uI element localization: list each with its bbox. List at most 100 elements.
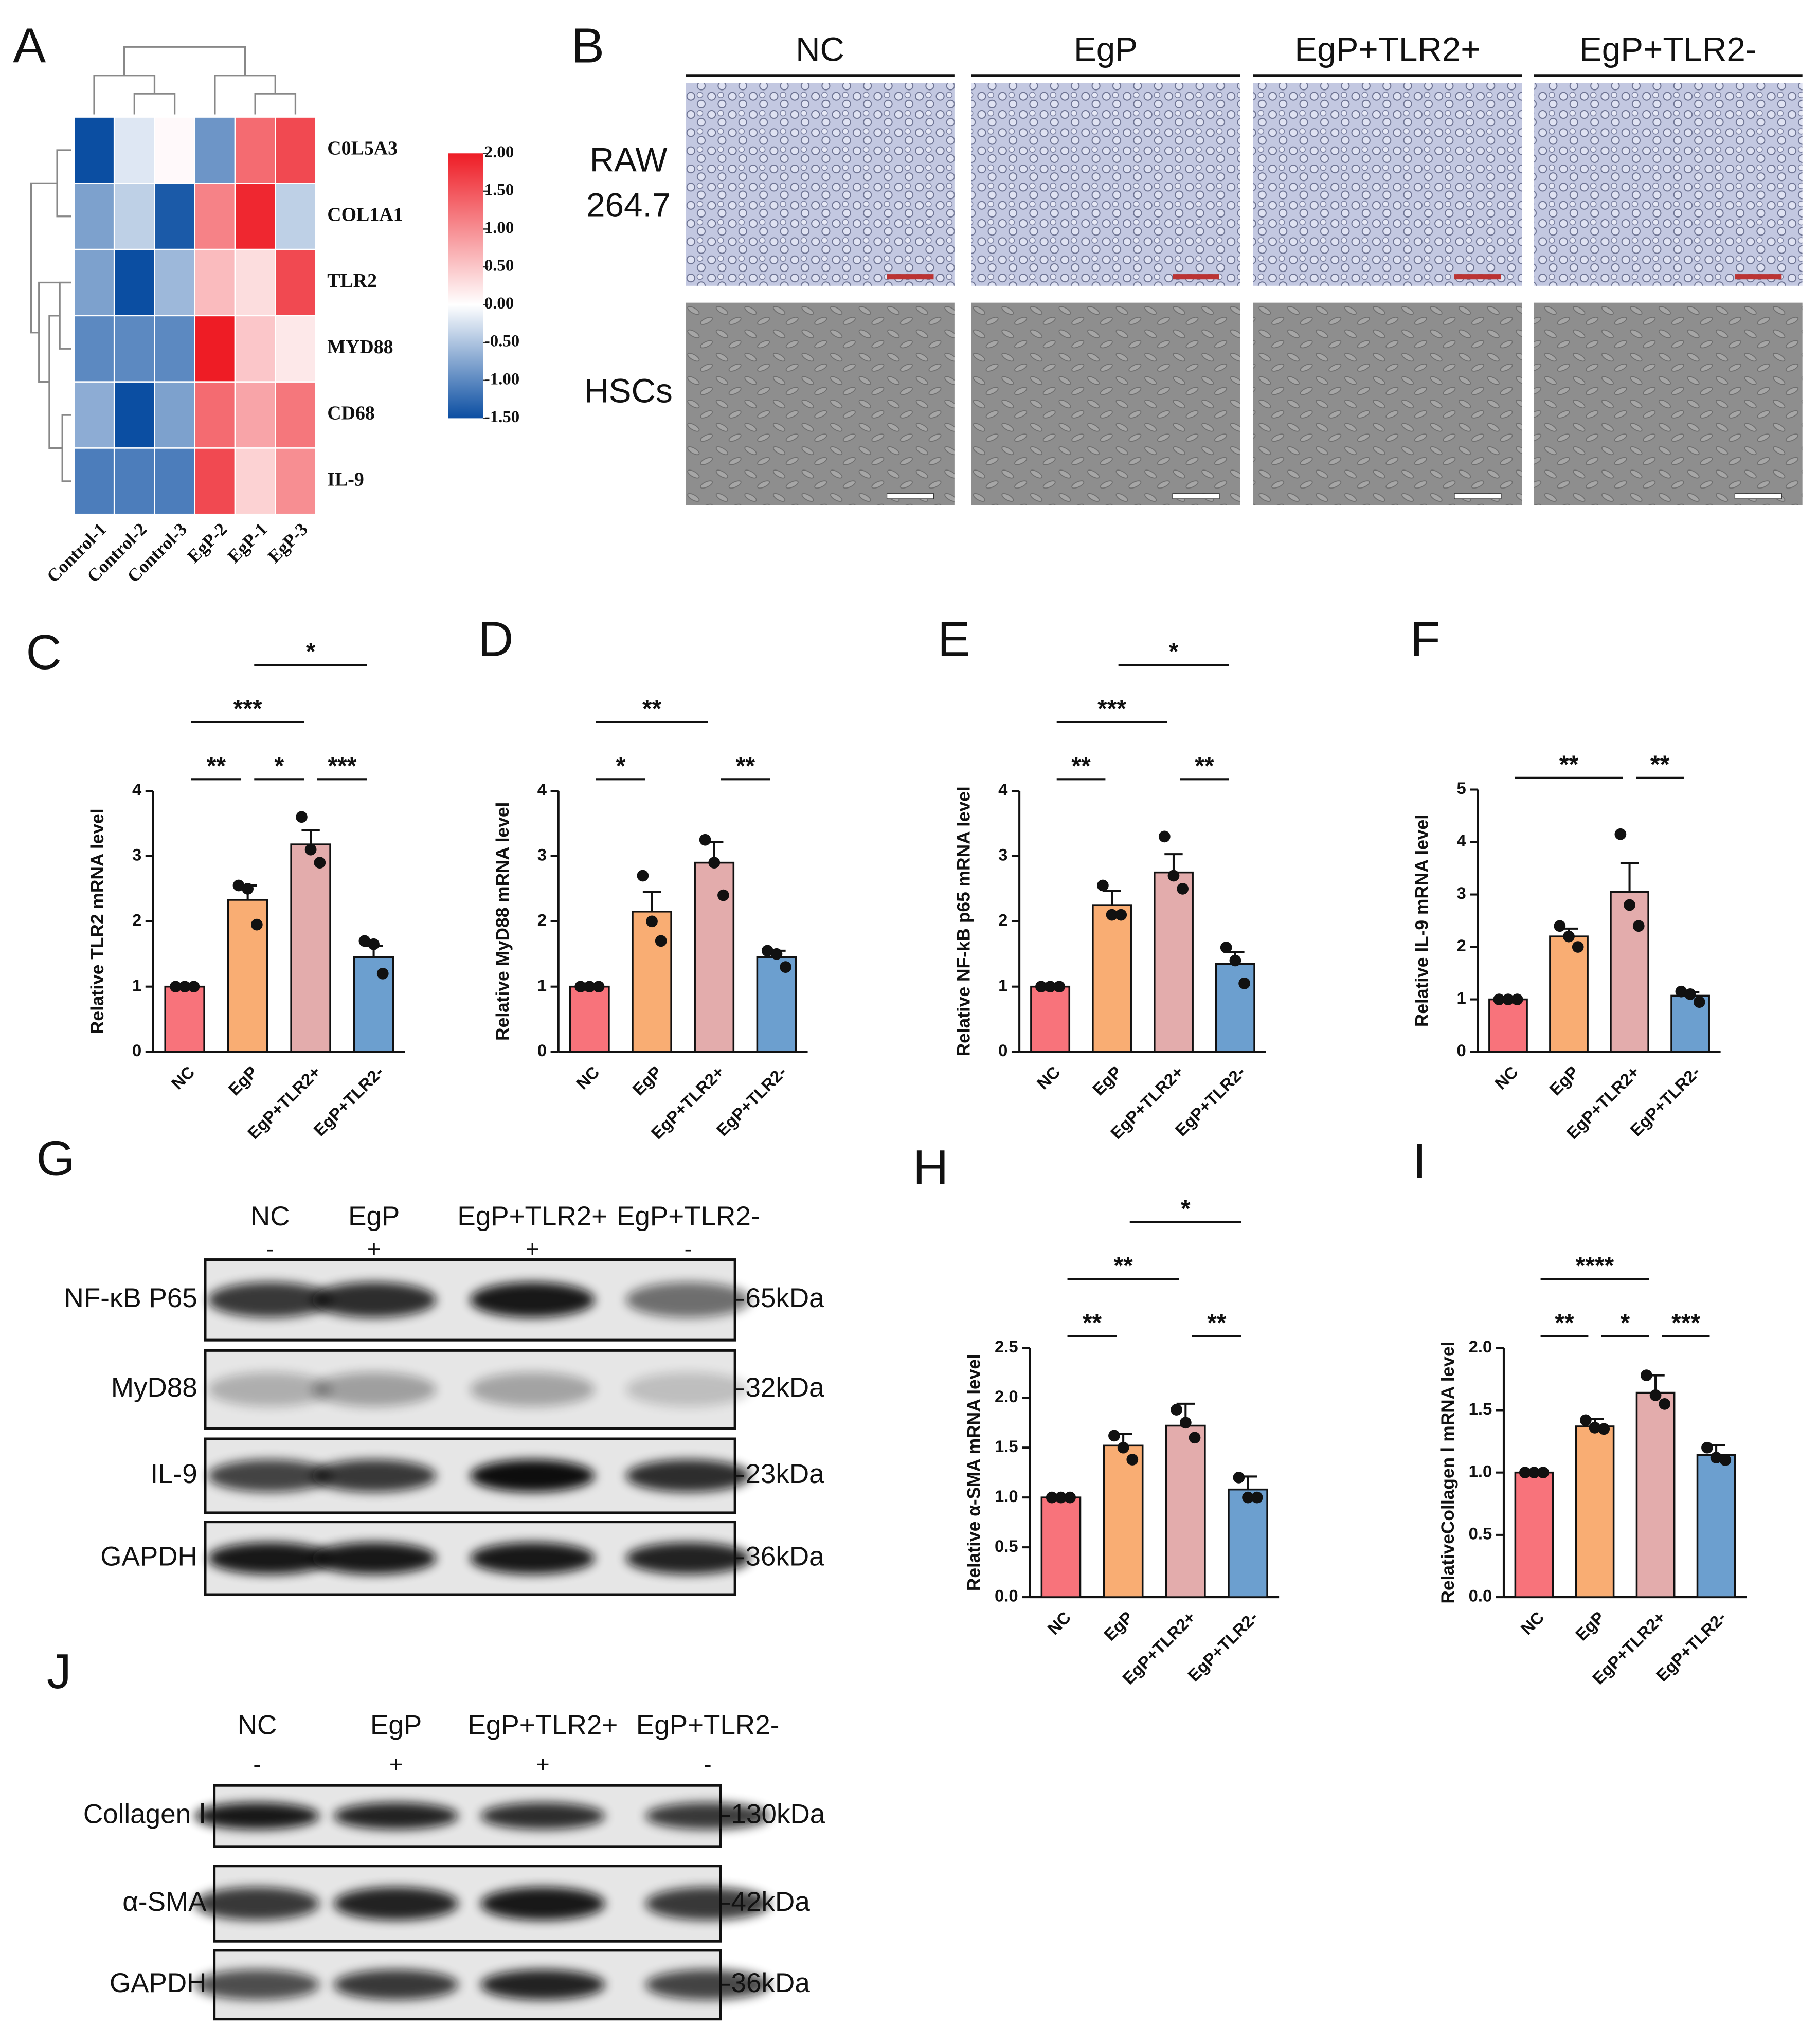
lane-label: EgP+TLR2+ — [468, 1710, 618, 1741]
colorbar-tick-label: 2.00 — [484, 143, 514, 161]
row-label: TLR2 — [327, 270, 377, 292]
row-label: IL-9 — [327, 469, 364, 491]
scale-bar — [1172, 493, 1220, 499]
significance-label: *** — [328, 752, 356, 780]
data-point — [358, 935, 371, 947]
lane-label: EgP+TLR2- — [636, 1710, 779, 1741]
size-label: 65kDa — [745, 1283, 824, 1313]
blot-band — [480, 1887, 605, 1921]
scale-bar — [1454, 274, 1501, 280]
size-label: 32kDa — [745, 1372, 824, 1403]
row-label: MYD88 — [327, 336, 393, 358]
heatmap-cell — [194, 447, 236, 515]
y-tick-label: 0 — [998, 1041, 1007, 1060]
significance-label: * — [1181, 1195, 1191, 1222]
treatment-sign: - — [685, 1236, 692, 1262]
heatmap-cell — [154, 248, 196, 317]
column-header: NC — [796, 31, 844, 68]
colorbar-tick-label: 0.50 — [484, 257, 514, 275]
error-bar — [1164, 853, 1183, 873]
data-point — [1242, 1491, 1254, 1504]
y-tick-label: 0 — [132, 1041, 141, 1060]
blot-band — [470, 1372, 595, 1407]
data-point — [1710, 1452, 1722, 1463]
blot-band — [194, 1969, 320, 2000]
lane-label: EgP — [370, 1710, 422, 1741]
protein-label: NF-κB P65 — [64, 1283, 197, 1313]
significance-label: ** — [1559, 751, 1579, 779]
significance-label: ** — [207, 752, 226, 780]
heatmap-cell — [73, 447, 115, 515]
column-label: EgP-2 — [183, 519, 231, 567]
blot-band — [626, 1282, 751, 1318]
significance-label: ** — [1195, 752, 1214, 780]
bar — [1154, 871, 1194, 1053]
significance-label: * — [1169, 638, 1179, 665]
y-tick-label: 1 — [537, 975, 547, 994]
blot-band — [312, 1282, 437, 1318]
data-point — [1511, 993, 1523, 1005]
data-point — [717, 889, 729, 901]
panel-label: I — [1413, 1134, 1427, 1189]
error-bar — [1103, 890, 1121, 906]
heatmap-cell — [275, 315, 316, 383]
y-tick-label: 2 — [998, 910, 1007, 929]
y-tick-label: 1.0 — [1469, 1461, 1492, 1480]
significance-label: ** — [1113, 1252, 1133, 1279]
significance-label: ** — [1207, 1309, 1227, 1336]
data-point — [1632, 920, 1645, 932]
micrograph — [971, 302, 1240, 505]
blot-band — [470, 1542, 595, 1575]
heatmap-cell — [194, 315, 236, 383]
micrograph — [1534, 83, 1803, 286]
bar — [1030, 985, 1071, 1053]
panel-label: A — [13, 19, 46, 74]
column-header: EgP+TLR2+ — [1294, 31, 1480, 68]
y-tick-label: 4 — [998, 780, 1008, 799]
data-point — [170, 981, 182, 993]
micrograph — [686, 302, 955, 505]
heatmap-cell — [275, 116, 316, 184]
y-tick-label: 4 — [1456, 831, 1466, 850]
y-axis-label: Relative α-SMA mRNA level — [964, 1354, 984, 1591]
heatmap-cell — [234, 447, 276, 515]
data-point — [770, 948, 783, 960]
size-label: 130kDa — [731, 1799, 825, 1830]
protein-label: Collagen Ⅰ — [83, 1799, 207, 1830]
heatmap-cell — [113, 381, 155, 449]
bar — [1514, 1471, 1554, 1598]
significance-label: ** — [1071, 752, 1091, 780]
data-point — [761, 945, 773, 957]
colorbar-tick-label: 1.00 — [484, 219, 514, 237]
row-label: COL1A1 — [327, 204, 403, 225]
significance-label: *** — [1671, 1309, 1700, 1336]
y-tick-label: 1 — [998, 975, 1007, 994]
y-tick-label: 3 — [1456, 883, 1466, 902]
panel-label: G — [37, 1131, 75, 1186]
y-tick-label: 1 — [132, 975, 141, 994]
data-point — [1044, 981, 1056, 993]
heatmap-cell — [154, 116, 196, 184]
treatment-sign: - — [266, 1236, 274, 1262]
heatmap-cell — [194, 183, 236, 250]
data-point — [1598, 1423, 1610, 1435]
lane-label: NC — [250, 1201, 290, 1232]
data-point — [1064, 1491, 1076, 1504]
data-point — [1251, 1491, 1263, 1504]
x-tick-label: EgP — [1545, 1062, 1582, 1099]
data-point — [1693, 996, 1705, 1008]
data-point — [376, 967, 389, 980]
data-point — [250, 918, 263, 931]
y-tick-label: 2.0 — [1469, 1337, 1492, 1356]
row-label: HSCs — [584, 372, 672, 410]
lane-label: EgP+TLR2- — [617, 1201, 760, 1232]
y-tick-label: 2.5 — [995, 1337, 1018, 1356]
data-point — [1649, 1389, 1662, 1401]
data-point — [1171, 1404, 1183, 1416]
size-label: 36kDa — [731, 1968, 811, 1998]
significance-label: *** — [233, 695, 262, 722]
heatmap-cell — [154, 183, 196, 250]
micrograph — [1253, 302, 1522, 505]
scale-bar — [887, 274, 934, 280]
data-point — [1641, 1369, 1652, 1381]
